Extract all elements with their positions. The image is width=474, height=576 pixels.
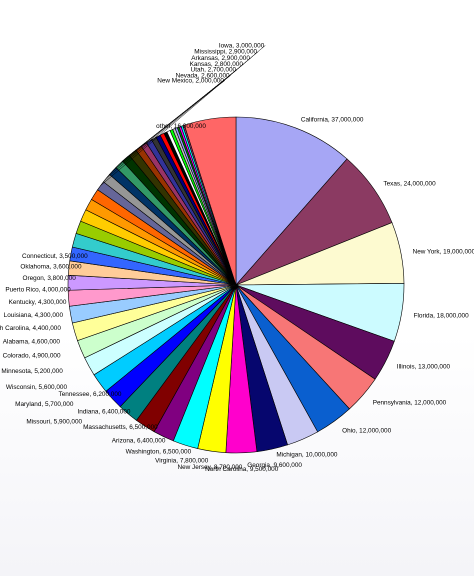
slice-label: New York, 19,000,000 (413, 249, 474, 256)
slice-label: New Mexico, 2,000,000 (157, 77, 224, 84)
slice-label: Georgia, 9,600,000 (247, 462, 302, 469)
slice-label: Minnesota, 5,200,000 (1, 368, 63, 375)
slice-label: Indiana, 6,400,000 (78, 408, 131, 415)
slice-label: Florida, 18,000,000 (414, 312, 470, 319)
slice-label: Connecticut, 3,500,000 (22, 253, 88, 260)
slice-label: Louisiana, 4,300,000 (4, 312, 64, 319)
pie-slices (67, 116, 405, 454)
slice-labels: California, 37,000,000 Texas, 24,000,000 N… (0, 42, 474, 473)
slice-label: Oregon, 3,800,000 (22, 275, 76, 282)
slice-label: South Carolina, 4,400,000 (0, 325, 61, 332)
slice-label: Oklahoma, 3,600,000 (20, 264, 82, 271)
slice-label: Colorado, 4,900,000 (3, 353, 61, 360)
slice-label: Utah, 2,700,000 (191, 67, 237, 74)
slice-label: Arizona, 6,400,000 (112, 437, 166, 444)
slice-label: Maryland, 5,700,000 (15, 401, 74, 408)
slice-label: Nevada, 2,600,000 (176, 72, 230, 79)
slice-label: Pennsylvania, 12,000,000 (373, 399, 447, 406)
slice-label: California, 37,000,000 (301, 117, 364, 124)
slice-label: other, 16,000,000 (156, 123, 206, 130)
slice-label: Virginia, 7,800,000 (155, 458, 209, 465)
slice-label: Ohio, 12,000,000 (342, 427, 391, 434)
slice-label: Texas, 24,000,000 (383, 180, 436, 187)
slice-label: Kansas, 2,800,000 (190, 61, 244, 68)
slice-label: New Jersey, 8,700,000 (177, 464, 242, 471)
slice-label: Alabama, 4,600,000 (3, 338, 61, 345)
slice-label: Kentucky, 4,300,000 (9, 299, 67, 306)
slice-label: Tennessee, 6,200,000 (59, 391, 122, 398)
pie-slice (235, 116, 348, 286)
slice-label: Puerto Rico, 4,000,000 (5, 287, 71, 294)
slice-label: North Carolina, 9,500,000 (205, 466, 279, 473)
slice-label: Mississippi, 2,900,000 (194, 49, 257, 56)
slice-label: Arkansas, 2,900,000 (191, 55, 250, 62)
slice-label: Massachusetts, 6,500,000 (83, 424, 158, 431)
slice-label: Washington, 6,500,000 (126, 448, 192, 455)
leader-lines (100, 45, 266, 186)
slice-label: Iowa, 3,000,000 (219, 42, 265, 49)
slice-label: Missouri, 5,900,000 (26, 418, 82, 425)
slice-label: Wisconsin, 5,600,000 (6, 384, 68, 391)
pie-slice (184, 116, 237, 286)
leader-line (132, 75, 231, 153)
slice-label: Michigan, 10,000,000 (276, 451, 338, 458)
leader-line (138, 80, 226, 149)
slice-label: Illinois, 13,000,000 (397, 363, 451, 370)
